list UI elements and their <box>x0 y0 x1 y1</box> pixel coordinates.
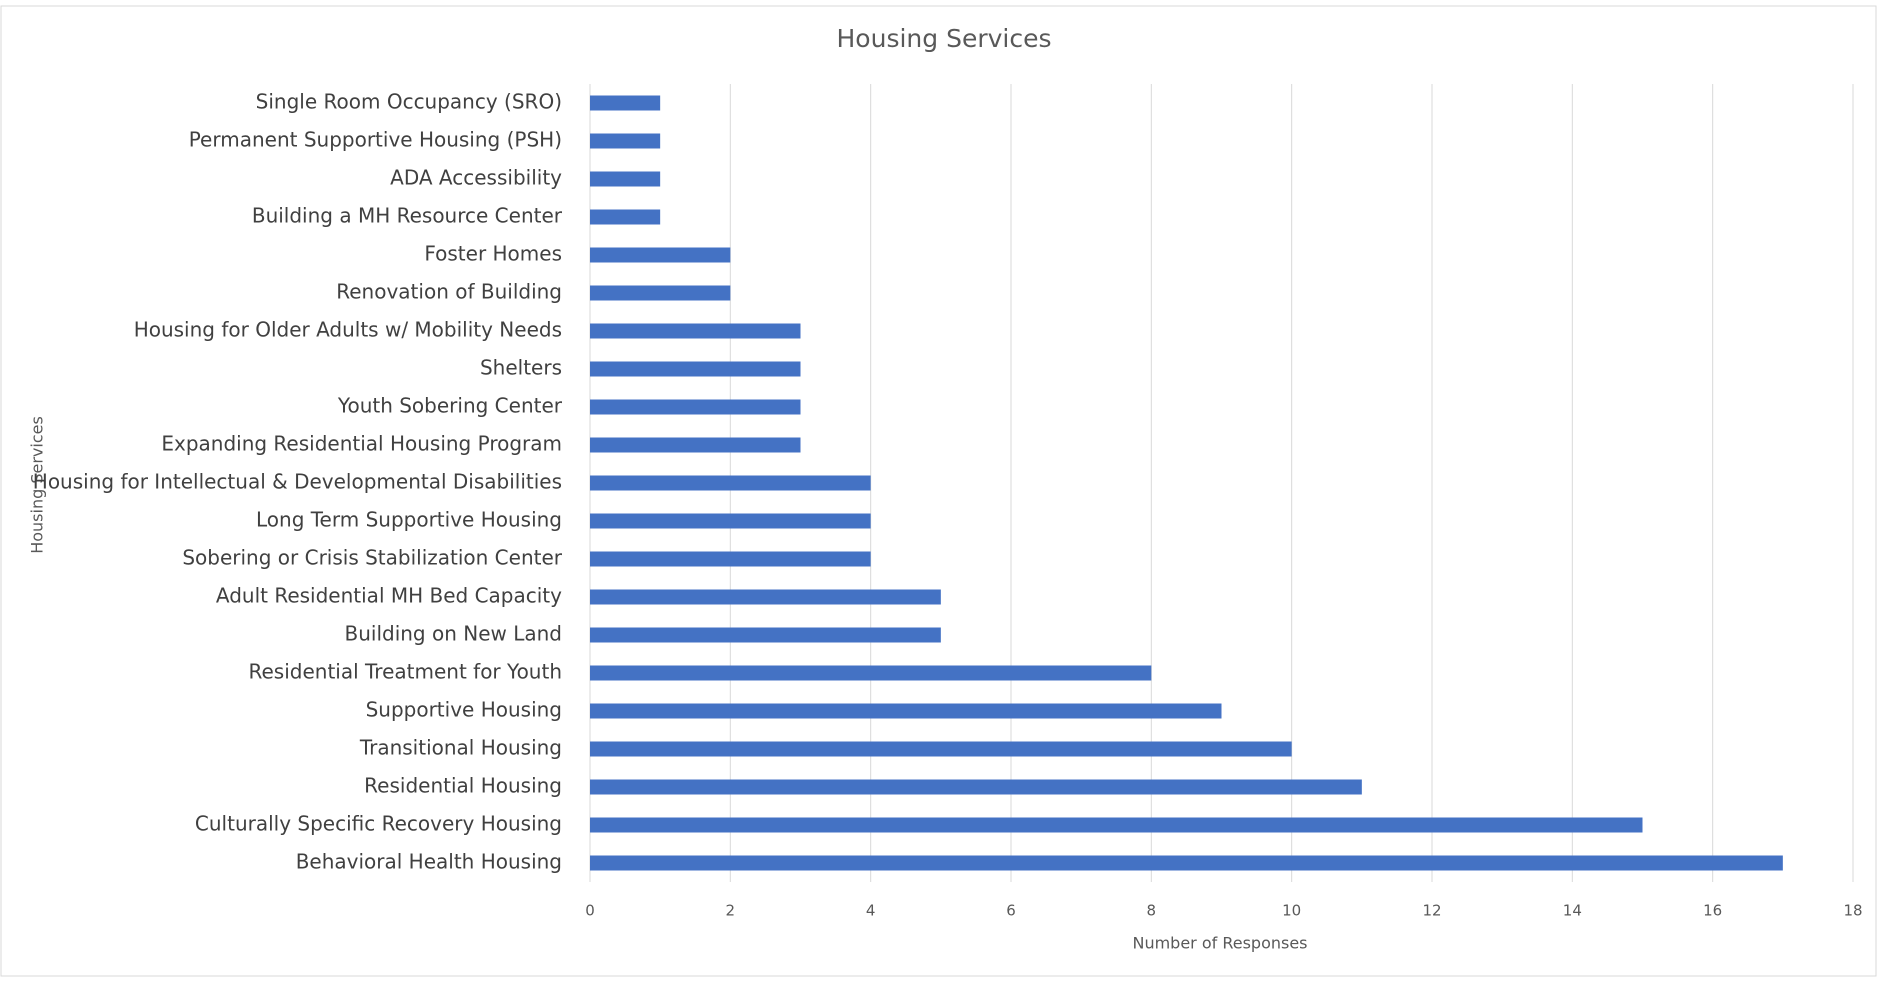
x-tick-label: 0 <box>585 902 595 920</box>
y-tick-label: Housing for Older Adults w/ Mobility Nee… <box>134 318 562 342</box>
chart-border <box>0 5 1877 977</box>
x-tick-label: 2 <box>726 902 736 920</box>
x-tick-label: 16 <box>1703 902 1722 920</box>
x-tick-label: 14 <box>1563 902 1582 920</box>
y-tick-label: Youth Sobering Center <box>337 394 563 418</box>
y-tick-label: Behavioral Health Housing <box>296 850 562 874</box>
bar <box>590 589 941 605</box>
bar <box>590 171 661 187</box>
bar <box>590 323 801 339</box>
y-tick-label: Single Room Occupancy (SRO) <box>256 90 562 114</box>
bar <box>590 133 661 149</box>
x-tick-label: 6 <box>1006 902 1016 920</box>
bar <box>590 817 1643 833</box>
y-tick-label: Sobering or Crisis Stabilization Center <box>182 546 562 570</box>
x-tick-label: 8 <box>1147 902 1157 920</box>
bar <box>590 95 661 111</box>
y-tick-label: Adult Residential MH Bed Capacity <box>216 584 562 608</box>
y-tick-label: Building a MH Resource Center <box>252 204 563 228</box>
bar <box>590 285 731 301</box>
chart-title: Housing Services <box>837 24 1052 53</box>
y-tick-label: Permanent Supportive Housing (PSH) <box>189 128 562 152</box>
bar <box>590 703 1222 719</box>
y-tick-label: Residential Housing <box>364 774 562 798</box>
bar <box>590 437 801 453</box>
y-tick-label: Supportive Housing <box>366 698 562 722</box>
bar <box>590 209 661 225</box>
y-tick-label: Building on New Land <box>344 622 562 646</box>
bar <box>590 779 1362 795</box>
bar <box>590 399 801 415</box>
y-axis-label: Housing Services <box>28 416 47 554</box>
x-tick-label: 12 <box>1422 902 1441 920</box>
y-tick-label: ADA Accessibility <box>390 166 562 190</box>
bar <box>590 361 801 377</box>
bar <box>590 741 1292 757</box>
bar <box>590 855 1783 871</box>
bar <box>590 475 871 491</box>
y-tick-label: Culturally Specific Recovery Housing <box>195 812 562 836</box>
y-tick-label: Long Term Supportive Housing <box>256 508 562 532</box>
y-tick-label: Housing for Intellectual & Developmental… <box>33 470 562 494</box>
x-axis-label: Number of Responses <box>1132 934 1307 953</box>
x-tick-label: 18 <box>1843 902 1862 920</box>
bar <box>590 551 871 567</box>
y-tick-label: Renovation of Building <box>336 280 562 304</box>
bar <box>590 665 1152 681</box>
y-tick-label: Foster Homes <box>424 242 562 266</box>
y-tick-label: Transitional Housing <box>359 736 562 760</box>
y-tick-label: Residential Treatment for Youth <box>249 660 563 684</box>
bar <box>590 513 871 529</box>
y-tick-label: Expanding Residential Housing Program <box>161 432 562 456</box>
bar <box>590 247 731 263</box>
x-tick-label: 4 <box>866 902 876 920</box>
x-tick-label: 10 <box>1282 902 1301 920</box>
bar <box>590 627 941 643</box>
y-tick-label: Shelters <box>480 356 562 380</box>
